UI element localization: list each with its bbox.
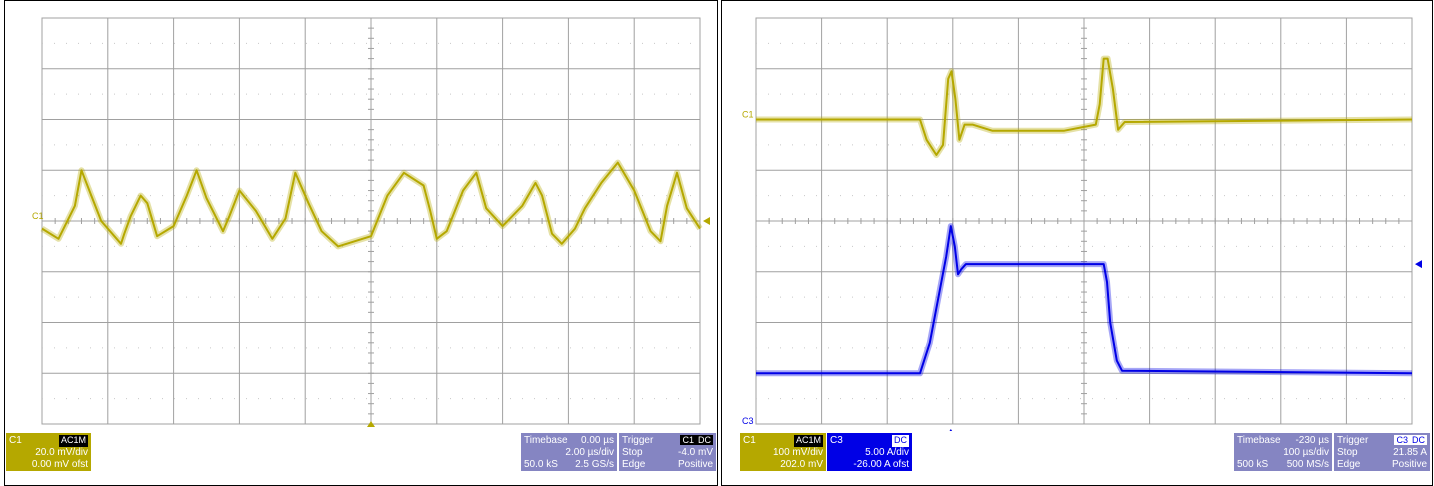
- trigger-panel-left[interactable]: Trigger C1 DC Stop -4.0 mV Edge Positive: [619, 433, 716, 471]
- trigger-type: Edge: [622, 459, 646, 470]
- timebase-panel-left[interactable]: Timebase 0.00 µs 2.00 µs/div 50.0 kS 2.5 G…: [521, 433, 617, 471]
- trigger-slope: Positive: [677, 459, 713, 470]
- ch1-scale: 100 mV/div: [772, 447, 823, 458]
- ch1-descriptor-left[interactable]: C1 AC1M 20.0 mV/div 0.00 mV ofst: [6, 433, 91, 471]
- ch1-coupling-tag: AC1M: [58, 435, 88, 447]
- trigger-level-arrow: [1415, 260, 1422, 269]
- trigger-coupling-tag: DC: [696, 435, 713, 445]
- ch1-name: C1: [9, 435, 22, 446]
- ch3-descriptor-right[interactable]: C3 DC 5.00 A/div -26.00 A ofst: [827, 433, 912, 471]
- scope-right: C1 C3 C1 AC1M 100 mV/div 202.0 mV C3 DC 5.0…: [721, 0, 1433, 486]
- ch1-marker-label: C1: [742, 110, 754, 120]
- trigger-label: Trigger: [622, 435, 654, 446]
- ch1-scale: 20.0 mV/div: [35, 447, 88, 458]
- trigger-mode: Stop: [1337, 447, 1358, 458]
- trigger-position-marker: [949, 429, 953, 431]
- trigger-slope: Positive: [1391, 459, 1427, 470]
- scope-left-screen: C1: [32, 17, 710, 427]
- ch1-name: C1: [743, 435, 756, 446]
- timebase-label: Timebase: [524, 435, 568, 446]
- trigger-type: Edge: [1337, 459, 1361, 470]
- trigger-source-tag: C3: [1394, 435, 1410, 445]
- ch3-offset: -26.00 A ofst: [853, 459, 909, 470]
- trigger-panel-right[interactable]: Trigger C3 DC Stop 21.85 A Edge Positive: [1334, 433, 1430, 471]
- trigger-level: 21.85 A: [1393, 447, 1427, 458]
- ch1-offset: 0.00 mV ofst: [31, 459, 88, 470]
- timebase-scale: 2.00 µs/div: [565, 447, 614, 458]
- ch1-coupling-tag: AC1M: [793, 435, 823, 447]
- scope-left: C1 C1 AC1M 20.0 mV/div 0.00 mV ofst Timeb…: [4, 0, 718, 486]
- trigger-mode: Stop: [622, 447, 643, 458]
- trace-c1: [41, 161, 701, 248]
- timebase-samples: 500 kS: [1237, 459, 1269, 470]
- timebase-label: Timebase: [1237, 435, 1281, 446]
- ch1-marker-label: C1: [32, 211, 44, 221]
- trigger-label: Trigger: [1337, 435, 1369, 446]
- timebase-scale: 100 µs/div: [1283, 447, 1329, 458]
- ch3-scale: 5.00 A/div: [865, 447, 909, 458]
- timebase-rate: 500 MS/s: [1286, 459, 1329, 470]
- timebase-samples: 50.0 kS: [524, 459, 558, 470]
- ch1-offset: 202.0 mV: [780, 459, 823, 470]
- scope-right-screen: C1 C3: [742, 17, 1422, 431]
- trigger-level: -4.0 mV: [677, 447, 713, 458]
- ch3-coupling-tag: DC: [892, 435, 909, 447]
- trigger-position-marker: [367, 421, 375, 427]
- trigger-coupling-tag: DC: [1410, 435, 1427, 445]
- ch3-marker-label: C3: [742, 416, 754, 426]
- timebase-rate: 2.5 GS/s: [575, 459, 614, 470]
- ch3-name: C3: [830, 435, 843, 446]
- timebase-panel-right[interactable]: Timebase -230 µs 100 µs/div 500 kS 500 MS/…: [1234, 433, 1332, 471]
- trigger-source-tag: C1: [680, 435, 696, 445]
- timebase-delay: -230 µs: [1295, 435, 1329, 446]
- timebase-delay: 0.00 µs: [580, 435, 614, 446]
- trigger-level-arrow: [703, 217, 710, 225]
- ch1-descriptor-right[interactable]: C1 AC1M 100 mV/div 202.0 mV: [740, 433, 826, 471]
